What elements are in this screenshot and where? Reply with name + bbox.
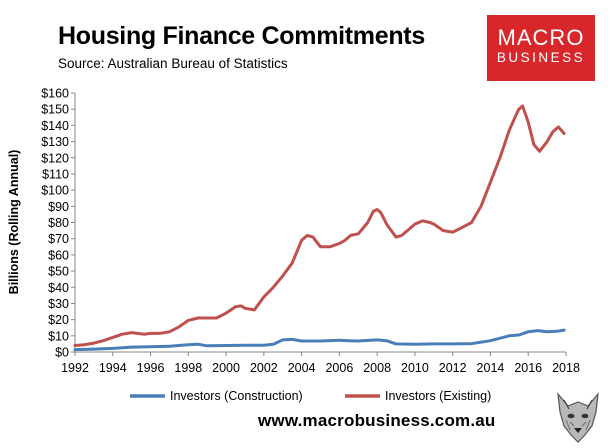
y-tick-label: $0	[55, 346, 69, 360]
series-line-construction	[73, 328, 566, 352]
series-line-existing	[73, 104, 566, 347]
x-tick-label: 2016	[514, 361, 542, 375]
macrobusiness-logo: MACRO BUSINESS	[487, 15, 595, 81]
x-tick-label: 2004	[288, 361, 316, 375]
chart-source: Source: Australian Bureau of Statistics	[58, 56, 288, 71]
y-tick-label: $130	[41, 135, 69, 149]
x-tick-label: 2018	[552, 361, 580, 375]
x-tick-label: 2014	[477, 361, 505, 375]
legend-label-existing: Investors (Existing)	[385, 389, 491, 403]
wolf-mascot-icon	[557, 392, 599, 443]
x-tick-label: 2012	[439, 361, 467, 375]
y-tick-label: $120	[41, 151, 69, 165]
y-tick-label: $90	[48, 200, 69, 214]
x-tick-label: 1998	[174, 361, 202, 375]
y-tick-label: $150	[41, 103, 69, 117]
x-tick-label: 1994	[99, 361, 127, 375]
y-axis-ticks: $0 $10 $20 $30 $40 $50 $60 $70 $80 $90 $100 $110 $12…	[41, 87, 75, 360]
y-axis-title: Billions (Rolling Annual)	[7, 150, 21, 295]
x-tick-label: 2008	[363, 361, 391, 375]
series-layer	[73, 104, 566, 352]
y-tick-label: $10	[48, 329, 69, 343]
y-tick-label: $30	[48, 297, 69, 311]
y-tick-label: $160	[41, 87, 69, 101]
legend: Investors (Construction) Investors (Exis…	[130, 389, 491, 403]
y-tick-label: $60	[48, 248, 69, 262]
y-tick-label: $20	[48, 313, 69, 327]
y-tick-label: $110	[42, 167, 69, 181]
chart-title: Housing Finance Commitments	[58, 22, 425, 50]
y-tick-label: $70	[48, 232, 69, 246]
y-tick-label: $50	[48, 265, 69, 279]
legend-label-construction: Investors (Construction)	[170, 389, 303, 403]
x-tick-label: 2006	[325, 361, 353, 375]
x-tick-label: 1996	[137, 361, 165, 375]
y-tick-label: $140	[41, 119, 69, 133]
website-url: www.macrobusiness.com.au	[258, 411, 496, 430]
x-axis-ticks: 1992 1994 1996 1998 2000 2002 2004 2006 2008 2010…	[61, 352, 580, 375]
x-tick-label: 1992	[61, 361, 89, 375]
x-tick-label: 2000	[212, 361, 240, 375]
y-tick-label: $80	[48, 216, 69, 230]
x-tick-label: 2010	[401, 361, 429, 375]
logo-line-macro: MACRO	[497, 25, 585, 50]
y-tick-label: $40	[48, 281, 69, 295]
logo-line-business: BUSINESS	[496, 50, 586, 65]
x-tick-label: 2002	[250, 361, 278, 375]
y-tick-label: $100	[41, 184, 69, 198]
